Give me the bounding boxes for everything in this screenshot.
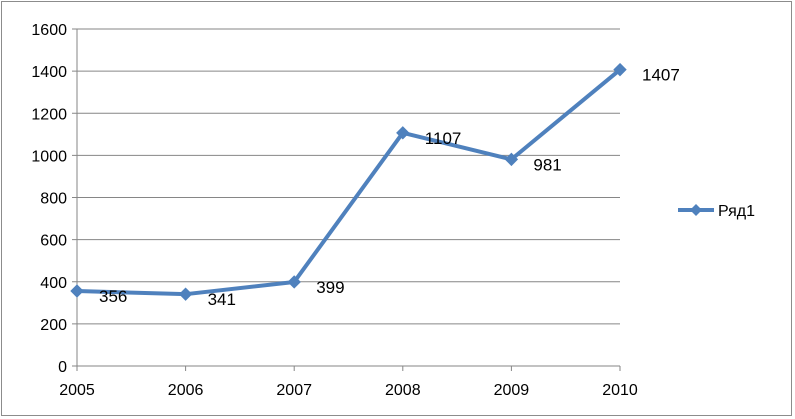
x-tick-label: 2006 — [168, 382, 204, 399]
y-tick-label: 0 — [58, 359, 67, 376]
data-point-marker — [613, 62, 627, 77]
x-tick-label: 2008 — [385, 382, 421, 399]
y-tick-label: 400 — [40, 275, 67, 292]
data-point-marker — [504, 152, 519, 167]
data-label: 341 — [208, 290, 236, 309]
y-tick-labels: 0 200 400 600 800 1000 1200 1400 1600 — [31, 22, 67, 376]
data-point-marker — [178, 287, 193, 301]
y-tick-label: 800 — [40, 191, 67, 208]
grid-lines — [77, 28, 620, 325]
y-tick-label: 1200 — [31, 106, 67, 123]
y-tick-label: 1000 — [31, 148, 67, 165]
data-label: 356 — [99, 287, 127, 306]
data-label: 399 — [316, 278, 344, 297]
x-tick-label: 2010 — [602, 382, 638, 399]
legend-marker — [690, 204, 702, 216]
series-group — [70, 62, 627, 301]
series-line — [76, 68, 622, 297]
data-label: 981 — [533, 155, 561, 174]
x-tick-label: 2005 — [59, 382, 95, 399]
legend: Ряд1 — [678, 203, 755, 220]
data-point-marker — [396, 126, 410, 140]
data-point-marker — [287, 275, 301, 289]
y-tick-label: 1600 — [31, 22, 67, 39]
axes — [72, 28, 621, 371]
data-labels: 356 341 399 1107 981 1407 — [99, 66, 680, 310]
y-tick-label: 1400 — [31, 64, 67, 81]
data-label: 1107 — [425, 129, 462, 148]
legend-label: Ряд1 — [718, 203, 755, 220]
y-tick-label: 200 — [40, 317, 67, 334]
x-tick-label: 2007 — [276, 382, 312, 399]
y-tick-label: 600 — [40, 233, 67, 250]
x-tick-labels: 2005 2006 2007 2008 2009 2010 — [59, 382, 638, 399]
data-point-marker — [70, 284, 84, 298]
data-label: 1407 — [642, 66, 680, 85]
x-tick-label: 2009 — [494, 382, 530, 399]
